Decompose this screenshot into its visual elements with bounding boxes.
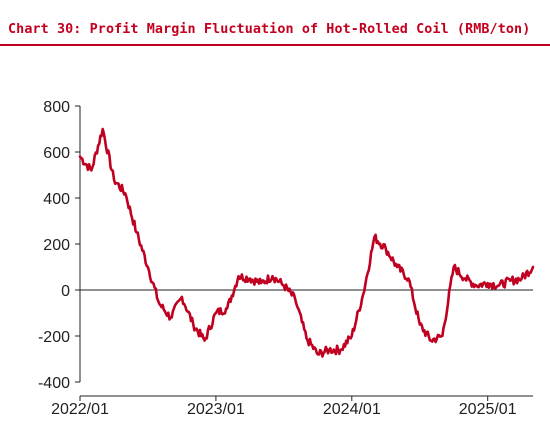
x-tick-label: 2022/01	[51, 401, 109, 418]
y-tick-label: 600	[43, 145, 70, 162]
y-tick-label: -200	[38, 329, 70, 346]
x-tick-label: 2023/01	[187, 401, 245, 418]
y-tick-label: 200	[43, 237, 70, 254]
series-line	[78, 127, 535, 358]
y-tick-label: 400	[43, 191, 70, 208]
x-tick-label: 2024/01	[323, 401, 381, 418]
axes-layer: 800 600 400 200 0 -200 -400 2022/01 2023/01 2024/…	[38, 99, 533, 418]
line-layer	[78, 127, 535, 358]
chart-header: Chart 30: Profit Margin Fluctuation of H…	[0, 0, 550, 50]
chart-title: Chart 30: Profit Margin Fluctuation of H…	[8, 22, 531, 37]
y-tick-label: 800	[43, 99, 70, 116]
title-divider	[0, 44, 550, 46]
x-tick-label: 2025/01	[459, 401, 517, 418]
y-tick-label: 0	[61, 283, 70, 300]
y-tick-label: -400	[38, 375, 70, 392]
